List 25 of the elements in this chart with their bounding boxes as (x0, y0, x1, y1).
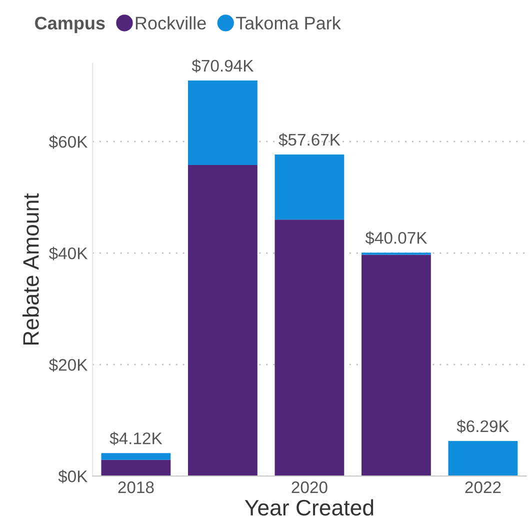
total-label: $4.12K (110, 432, 162, 446)
total-label: $57.67K (278, 133, 340, 147)
bar (188, 80, 258, 165)
bar (274, 154, 344, 220)
bar (274, 220, 344, 476)
x-tick-label: 2020 (292, 481, 328, 494)
total-label: $6.29K (456, 420, 510, 434)
y-tick-label: $20K (48, 358, 88, 372)
x-tick-label: 2018 (118, 481, 154, 494)
y-tick-label: $40K (48, 246, 88, 260)
y-tick-label: $60K (48, 135, 88, 149)
bar (101, 453, 171, 460)
legend-label: Rockville (136, 16, 206, 30)
total-label: $40.07K (365, 231, 428, 245)
y-axis-title: Rebate Amount (22, 193, 39, 345)
x-axis-title: Year Created (244, 499, 374, 516)
y-tick-label: $0K (58, 470, 88, 484)
total-label: $70.94K (192, 59, 254, 73)
bar (362, 254, 431, 476)
bar (188, 164, 258, 476)
bar (448, 441, 518, 476)
bar (101, 460, 171, 476)
legend-label: Takoma Park (236, 16, 341, 30)
legend-title: Campus (35, 16, 105, 34)
x-tick-label: 2022 (465, 481, 501, 494)
